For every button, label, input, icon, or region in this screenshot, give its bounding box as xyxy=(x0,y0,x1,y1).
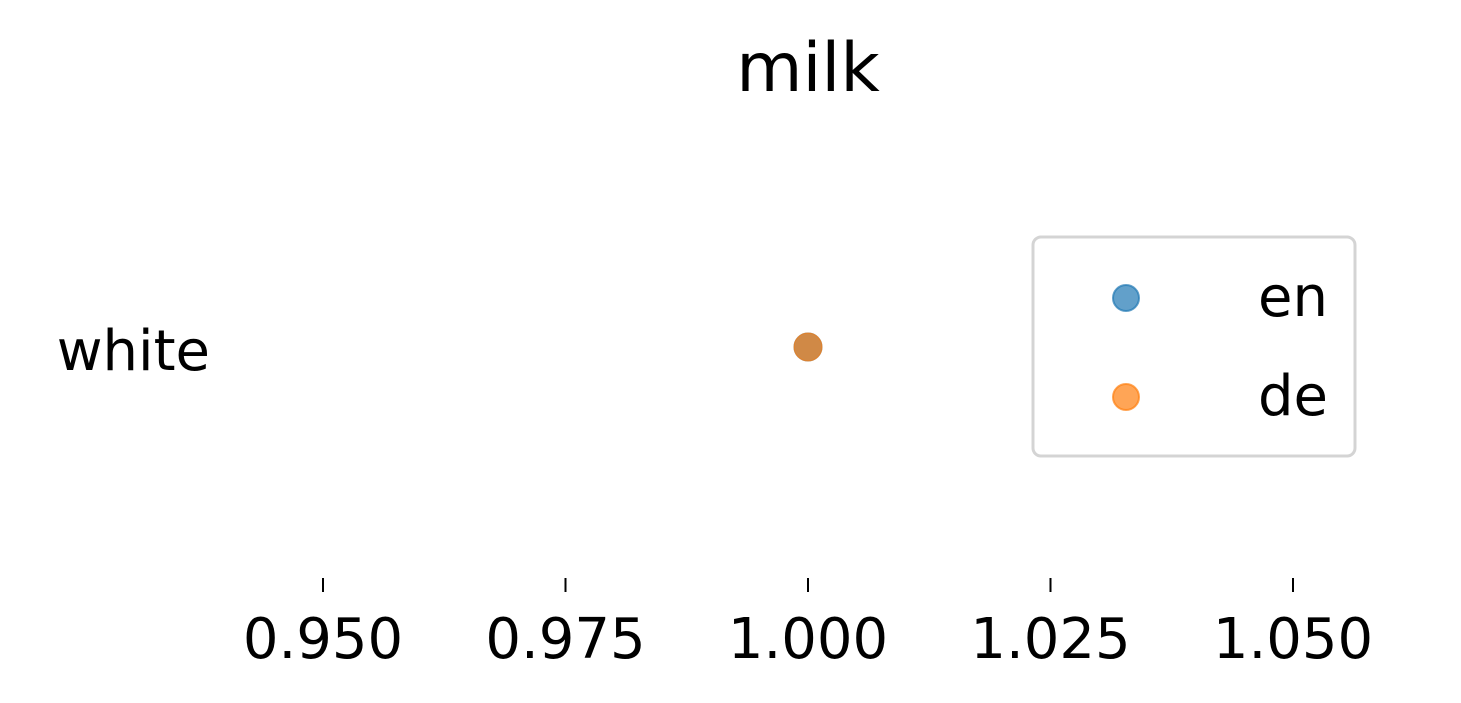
legend-marker-en xyxy=(1112,284,1140,312)
y-axis: white xyxy=(57,319,210,384)
x-tick-label: 1.025 xyxy=(970,607,1130,672)
legend-label-en: en xyxy=(1258,265,1328,330)
legend-label-de: de xyxy=(1258,364,1328,429)
y-tick-label: white xyxy=(57,319,210,384)
data-point-de xyxy=(793,332,823,362)
x-tick-label: 0.950 xyxy=(243,607,403,672)
x-axis: 0.950 0.975 1.000 1.025 1.050 xyxy=(243,578,1373,672)
legend-marker-de xyxy=(1112,383,1140,411)
x-tick-label: 1.000 xyxy=(728,607,888,672)
x-tick-label: 1.050 xyxy=(1213,607,1373,672)
chart-title: milk xyxy=(736,29,880,108)
x-tick-label: 0.975 xyxy=(485,607,645,672)
legend: en de xyxy=(1031,235,1357,458)
plot-points xyxy=(793,332,823,362)
